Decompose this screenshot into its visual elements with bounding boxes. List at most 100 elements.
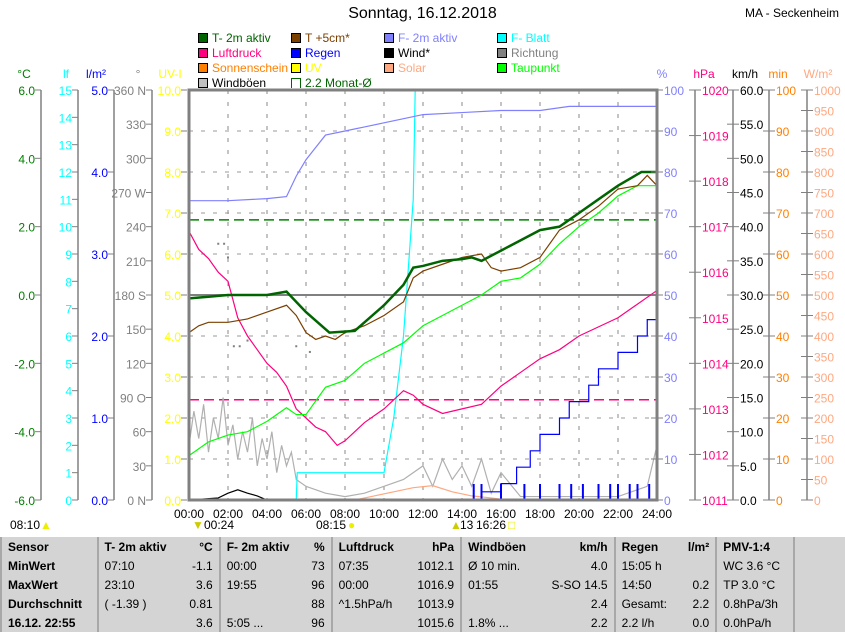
x-tick-label: 04:00 <box>252 507 282 521</box>
moonrise-icon: ▲ <box>450 518 462 532</box>
x-tick-label: 16:00 <box>486 507 516 521</box>
tick-label-wm2: 400 <box>814 330 834 344</box>
tick-label-dir: 330 <box>126 118 146 132</box>
moonset-time: 00:24 <box>204 518 235 532</box>
wind-direction-point <box>223 242 226 245</box>
legend-item: Luftdruck <box>198 45 291 60</box>
tick-label-uv: 7.0 <box>164 207 181 221</box>
series-line-regen <box>189 319 657 501</box>
moonset-icon: ▼ <box>192 518 204 532</box>
x-tick-label: 12:00 <box>408 507 438 521</box>
legend-label: UV <box>305 60 322 75</box>
table-cell: 5:05 ... <box>218 613 303 632</box>
tick-label-wm2: 150 <box>814 433 834 447</box>
legend-swatch <box>291 47 301 58</box>
table-cell: Gesamt: <box>613 594 679 613</box>
x-tick-label: 20:00 <box>564 507 594 521</box>
tick-label-kmh: 30.0 <box>740 289 764 303</box>
table-cell <box>330 613 407 632</box>
table-cell: 3.6 <box>196 615 213 630</box>
tick-label-wm2: 600 <box>814 248 834 262</box>
wind-direction-point <box>295 345 298 348</box>
tick-label-dir: 150 <box>126 323 146 337</box>
table-cell: -1.1 <box>192 558 213 573</box>
tick-label-pct: 0 <box>664 494 671 508</box>
tick-label-temp: -6.0 <box>14 494 35 508</box>
tick-label-hpa: 1015 <box>702 312 729 326</box>
axis-unit-pct: % <box>657 67 668 81</box>
tick-label-uv: 6.0 <box>164 248 181 262</box>
wind-direction-point <box>238 345 241 348</box>
table-cell: 96 <box>311 615 325 630</box>
tick-label-dir: 360 N <box>114 84 146 98</box>
table-cell: 23:10 <box>96 575 180 594</box>
table-cell: WC 3.6 °C <box>715 556 794 575</box>
tick-label-rain: 0.0 <box>91 494 108 508</box>
table-cell <box>793 556 845 575</box>
tick-label-pct: 70 <box>664 207 678 221</box>
tick-label-lf: 8 <box>65 275 72 289</box>
table-header: Sensor T- 2m aktiv °C F- 2m aktiv% Luftdruck… <box>0 537 845 556</box>
legend-label: Wind* <box>398 45 431 60</box>
tick-label-dir: 210 <box>126 255 146 269</box>
table-cell <box>218 594 303 613</box>
sunset-icon: □ <box>508 518 516 532</box>
table-cell: 2.2 <box>590 615 608 630</box>
legend-label: Taupunkt <box>511 60 560 75</box>
table-cell: S-SO 14.5 <box>551 577 608 592</box>
tick-label-lf: 15 <box>59 84 73 98</box>
tick-label-temp: -2.0 <box>14 357 35 371</box>
tick-label-hpa: 1011 <box>702 494 728 508</box>
table-cell: 2.2 <box>692 596 710 611</box>
legend-item: Regen <box>291 45 384 60</box>
tick-label-wm2: 300 <box>814 371 834 385</box>
tick-label-wm2: 800 <box>814 166 834 180</box>
wind-direction-point <box>308 350 311 353</box>
tick-label-wm2: 950 <box>814 105 834 119</box>
table-cell: 4.0 <box>590 558 608 573</box>
series-line-t-2m-aktiv <box>188 170 657 334</box>
tick-label-lf: 4 <box>65 385 72 399</box>
table-cell: 00:00 <box>330 575 407 594</box>
legend-label: F- Blatt <box>511 30 550 45</box>
legend-swatch <box>497 47 507 58</box>
tick-label-rain: 1.0 <box>91 412 108 426</box>
tick-label-pct: 40 <box>664 330 678 344</box>
legend-swatch <box>198 47 208 58</box>
tick-label-rain: 4.0 <box>91 166 108 180</box>
tick-label-kmh: 45.0 <box>740 187 764 201</box>
legend-item: Sonnenschein <box>198 60 291 75</box>
x-tick-label: 08:00 <box>330 507 360 521</box>
table-cell: PMV-1:4 <box>715 537 794 556</box>
page-title: Sonntag, 16.12.2018 <box>348 5 497 22</box>
tick-label-kmh: 10.0 <box>740 426 764 440</box>
legend-label: F- 2m aktiv <box>398 30 458 45</box>
table-cell <box>96 613 180 632</box>
table-row: MaxWert 23:10 3.6 19:55 96 00:00 1016.9 01:55 S-… <box>0 575 845 594</box>
tick-label-pct: 100 <box>664 84 684 98</box>
tick-label-uv: 8.0 <box>164 166 181 180</box>
table-cell: Luftdruck <box>330 537 407 556</box>
table-cell: 2.4 <box>590 596 608 611</box>
tick-label-uv: 9.0 <box>164 125 181 139</box>
tick-label-min: 70 <box>776 207 790 221</box>
axis-unit-hpa: hPa <box>693 67 715 81</box>
tick-label-uv: 4.0 <box>164 330 181 344</box>
wind-direction-point <box>227 256 229 259</box>
statistics-table: Sensor T- 2m aktiv °C F- 2m aktiv% Luftdruck… <box>0 537 845 632</box>
table-cell: 1.8% ... <box>460 613 539 632</box>
legend-item: Wind* <box>384 45 497 60</box>
tick-label-rain: 3.0 <box>91 248 108 262</box>
table-cell <box>793 594 845 613</box>
tick-label-uv: 3.0 <box>164 371 181 385</box>
legend-item: Windböen <box>198 75 291 90</box>
tick-label-uv: 0.0 <box>164 494 181 508</box>
tick-label-dir: 120 <box>126 357 146 371</box>
legend-swatch <box>291 32 301 43</box>
table-cell: 2.2 l/h <box>613 613 679 632</box>
table-row: 16.12. 22:55 3.6 5:05 ... 96 1015.6 1.8% ... 2… <box>0 613 845 632</box>
legend-swatch <box>384 32 394 43</box>
tick-label-pct: 90 <box>664 125 678 139</box>
table-cell: Sensor <box>0 537 98 556</box>
tick-label-kmh: 15.0 <box>740 392 764 406</box>
